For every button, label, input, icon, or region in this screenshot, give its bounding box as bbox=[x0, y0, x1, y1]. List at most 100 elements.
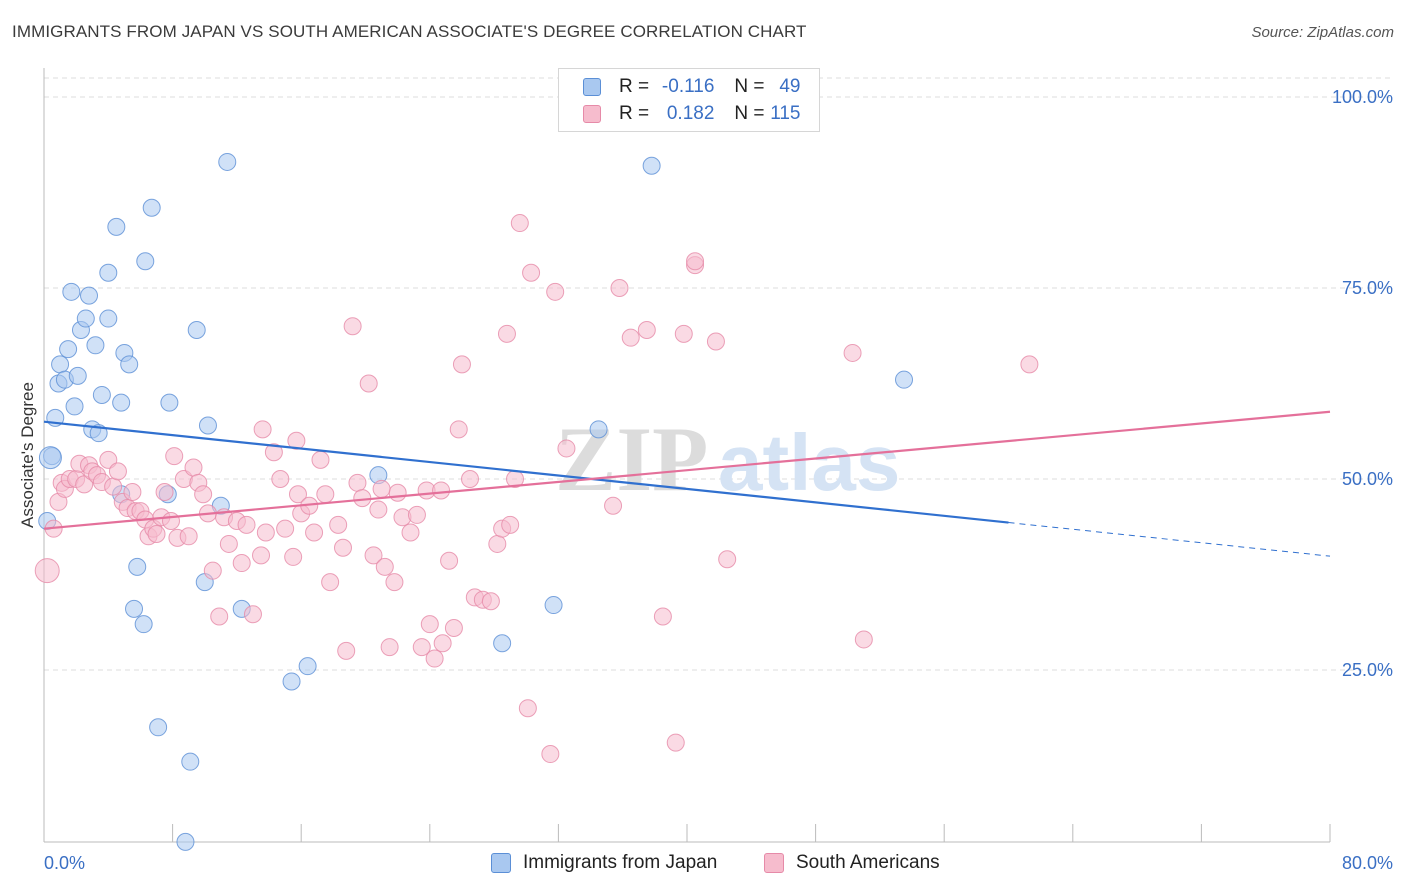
south-americans-point bbox=[557, 439, 576, 458]
japan-point bbox=[92, 385, 111, 404]
south-americans-point bbox=[420, 615, 439, 634]
bottom-legend-swatch-south-americans bbox=[764, 853, 784, 873]
y-tick-label: 75.0% bbox=[1342, 278, 1393, 298]
south-americans-point bbox=[388, 483, 407, 502]
south-americans-point bbox=[337, 641, 356, 660]
legend-n-value-south-americans: 115 bbox=[770, 103, 801, 124]
south-americans-point bbox=[546, 282, 565, 301]
south-americans-point bbox=[610, 279, 629, 297]
south-americans-point bbox=[333, 538, 352, 557]
south-americans-point bbox=[99, 450, 118, 469]
south-americans-point bbox=[237, 515, 256, 534]
south-americans-point bbox=[284, 547, 303, 566]
source-label: Source: ZipAtlas.com bbox=[1251, 24, 1394, 41]
south-americans-point bbox=[232, 554, 251, 573]
south-americans-point bbox=[243, 605, 262, 624]
south-americans-point bbox=[497, 324, 516, 343]
south-americans-point bbox=[288, 485, 307, 504]
south-americans-trend-line bbox=[43, 410, 1331, 530]
legend-n-value-japan: 49 bbox=[779, 76, 801, 97]
south-americans-point bbox=[364, 546, 383, 565]
japan-point bbox=[149, 718, 168, 737]
south-americans-point bbox=[412, 638, 431, 657]
japan-point bbox=[125, 599, 144, 618]
south-americans-point bbox=[203, 561, 222, 580]
japan-point bbox=[187, 321, 206, 340]
japan-point bbox=[76, 309, 95, 328]
japan-point bbox=[86, 336, 105, 355]
south-americans-point bbox=[155, 482, 174, 501]
south-americans-point bbox=[194, 485, 213, 504]
japan-point bbox=[128, 557, 147, 576]
trend-lines bbox=[43, 410, 1331, 557]
south-americans-point bbox=[604, 496, 623, 515]
south-americans-point bbox=[854, 630, 873, 649]
south-americans-point bbox=[179, 527, 198, 546]
japan-point bbox=[51, 355, 70, 374]
south-americans-point bbox=[147, 525, 166, 544]
chart-title: IMMIGRANTS FROM JAPAN VS SOUTH AMERICAN … bbox=[12, 22, 807, 41]
south-americans-point bbox=[444, 618, 463, 637]
legend-n-label: N = bbox=[734, 76, 765, 97]
japan-point bbox=[181, 752, 200, 771]
bottom-legend-label-south-americans: South Americans bbox=[796, 852, 940, 873]
south-americans-point bbox=[329, 515, 348, 534]
watermark-zip: ZIP bbox=[555, 408, 708, 510]
south-americans-point bbox=[253, 420, 272, 439]
south-americans-point bbox=[104, 477, 123, 496]
south-americans-point bbox=[718, 550, 737, 569]
south-americans-point bbox=[210, 607, 229, 626]
legend-swatch-japan bbox=[583, 78, 601, 96]
south-americans-point bbox=[440, 551, 459, 570]
x-tick-label: 0.0% bbox=[44, 853, 85, 873]
y-axis-label: Associate's Degree bbox=[18, 382, 37, 528]
legend-row-japan: R = -0.116 N = 49 bbox=[583, 74, 801, 100]
south-americans-point bbox=[165, 447, 184, 466]
japan-point bbox=[282, 672, 301, 691]
south-americans-point bbox=[108, 462, 127, 481]
south-americans-point bbox=[321, 573, 340, 592]
legend-r-value-japan: -0.116 bbox=[661, 76, 715, 97]
japan-trend-line bbox=[43, 420, 1009, 524]
south-americans-point bbox=[256, 523, 275, 542]
japan-point bbox=[160, 393, 179, 412]
south-americans-point bbox=[401, 523, 420, 542]
japan-point bbox=[120, 355, 139, 374]
legend-swatch-south-americans bbox=[583, 105, 601, 123]
south-americans-point bbox=[348, 473, 367, 492]
japan-point bbox=[65, 397, 84, 416]
japan-point bbox=[895, 370, 914, 389]
japan-point bbox=[176, 832, 195, 851]
south-americans-point bbox=[385, 573, 404, 592]
south-americans-point bbox=[359, 374, 378, 393]
south-americans-point bbox=[843, 343, 862, 362]
south-americans-point bbox=[271, 470, 290, 488]
south-americans-point bbox=[481, 592, 500, 611]
japan-point bbox=[112, 393, 131, 412]
legend-r-value-south-americans: 0.182 bbox=[666, 103, 715, 124]
south-americans-point bbox=[219, 534, 238, 553]
south-americans-point bbox=[75, 475, 94, 494]
japan-point bbox=[298, 657, 317, 676]
south-americans-point bbox=[501, 515, 520, 534]
south-americans-point bbox=[311, 450, 330, 469]
south-americans-point bbox=[123, 482, 142, 501]
japan-point bbox=[218, 152, 237, 171]
y-tick-label: 25.0% bbox=[1342, 660, 1393, 680]
bottom-legend-south-americans: South Americans bbox=[764, 852, 940, 874]
japan-point bbox=[134, 615, 153, 634]
south-americans-point bbox=[541, 745, 560, 764]
japan-point bbox=[59, 340, 78, 359]
south-americans-point bbox=[184, 458, 203, 477]
south-americans-point bbox=[674, 324, 693, 343]
bottom-legend-swatch-japan bbox=[491, 853, 511, 873]
south-americans-point bbox=[510, 214, 529, 233]
south-americans-point bbox=[1020, 355, 1039, 374]
japan-point bbox=[38, 446, 62, 470]
japan-trend-extension bbox=[1008, 522, 1331, 557]
south-americans-point bbox=[161, 512, 180, 531]
legend-row-south-americans: R = 0.182 N = 115 bbox=[583, 101, 801, 127]
south-americans-point bbox=[305, 523, 324, 542]
legend-r-label: R = bbox=[619, 103, 650, 124]
